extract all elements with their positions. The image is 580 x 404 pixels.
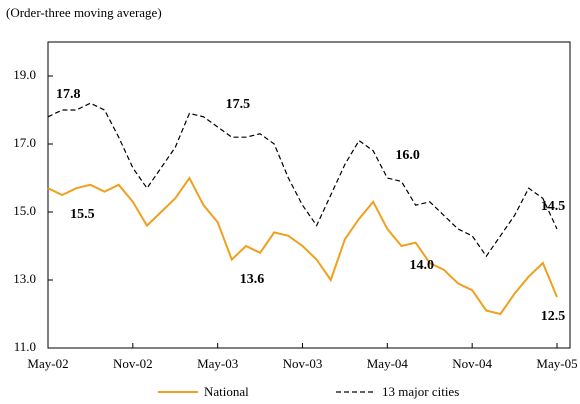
data-label: 12.5 <box>541 309 566 324</box>
x-tick-label: May-05 <box>536 356 577 371</box>
y-tick-label: 13.0 <box>13 271 36 286</box>
legend-label: National <box>204 384 249 399</box>
y-tick-label: 19.0 <box>13 67 36 82</box>
data-label: 15.5 <box>70 207 95 222</box>
data-label: 16.0 <box>395 148 420 163</box>
x-tick-label: Nov-02 <box>113 356 153 371</box>
x-tick-label: May-04 <box>367 356 409 371</box>
series-line <box>47 176 558 316</box>
data-label: 14.5 <box>541 199 566 214</box>
data-label: 14.0 <box>409 258 434 273</box>
legend-label: 13 major cities <box>382 384 459 399</box>
y-tick-label: 15.0 <box>13 203 36 218</box>
data-label: 17.5 <box>226 97 251 112</box>
chart-subtitle: (Order-three moving average) <box>6 5 162 20</box>
series-line <box>47 102 558 258</box>
y-tick-label: 11.0 <box>14 339 36 354</box>
data-label: 13.6 <box>240 272 264 287</box>
y-tick-label: 17.0 <box>13 135 36 150</box>
plot-frame <box>47 41 571 349</box>
x-tick-label: May-02 <box>27 356 68 371</box>
x-tick-label: Nov-04 <box>452 356 492 371</box>
x-tick-label: May-03 <box>197 356 238 371</box>
x-tick-label: Nov-03 <box>283 356 323 371</box>
data-label: 17.8 <box>56 87 81 102</box>
